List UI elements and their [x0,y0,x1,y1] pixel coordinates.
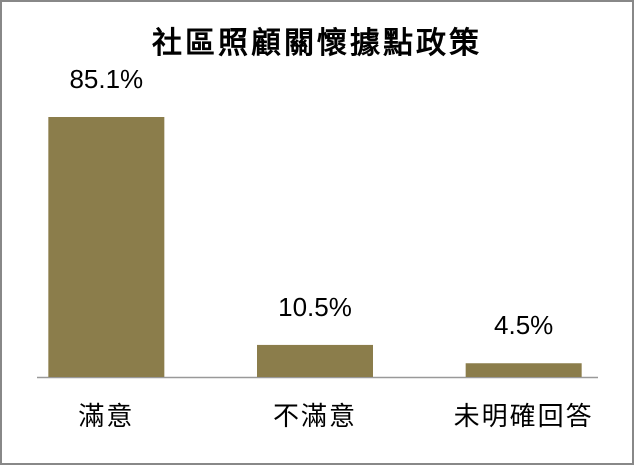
x-tick-label: 未明確回答 [454,402,594,432]
value-label: 10.5% [278,292,352,322]
x-tick-label: 滿意 [78,402,134,432]
chart-title: 社區照顧關懷據點政策 [152,26,482,61]
bar [465,363,582,377]
value-label: 4.5% [494,310,553,340]
value-label: 85.1% [69,64,143,94]
bar [48,117,165,377]
x-tick-label: 不滿意 [273,402,357,432]
bar [257,344,373,377]
